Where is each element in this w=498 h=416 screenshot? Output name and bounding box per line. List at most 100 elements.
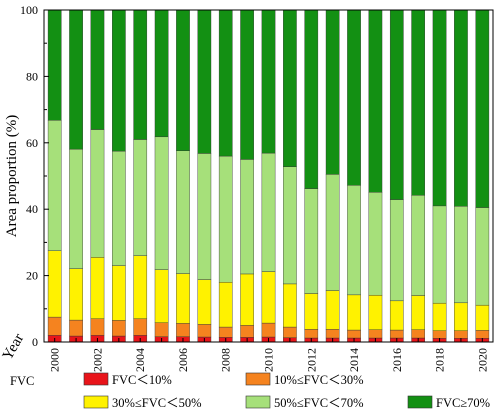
bar-segment-2010-s4 (261, 9, 276, 154)
legend-label-0: FVC＜10% (112, 373, 172, 387)
y-tick-label-100: 100 (20, 3, 38, 17)
bar-segment-2020-s3 (475, 207, 490, 306)
bar-segment-2007-s3 (197, 153, 212, 280)
bar-segment-2015-s3 (368, 192, 383, 296)
bar-segment-2002-s1 (90, 318, 105, 336)
bar-segment-2016-s4 (389, 9, 404, 200)
y-tick-label-80: 80 (26, 69, 38, 83)
bar-segment-2019-s3 (454, 206, 468, 304)
bar-segment-2019-s1 (454, 330, 468, 339)
bar-segment-2009-s1 (240, 325, 254, 338)
bar-segment-2005-s3 (154, 136, 169, 270)
bar-segment-2010-s1 (261, 322, 276, 338)
bar-segment-2012-s2 (304, 293, 319, 330)
bar-segment-2012-s1 (304, 329, 319, 339)
bar-segment-2004-s4 (133, 9, 148, 140)
bar-segment-2002-s4 (90, 9, 105, 130)
bar-segment-2007-s2 (197, 279, 212, 325)
bar-segment-2016-s2 (389, 300, 404, 331)
bar-segment-2009-s4 (240, 9, 254, 160)
x-axis: 2000 2002 2004 2006 2008 2010 2012 2014 2016 2018… (48, 338, 489, 372)
bar-segment-2015-s2 (368, 294, 383, 330)
x-tick-label-2002: 2002 (91, 348, 105, 372)
legend-swatch-3 (245, 395, 271, 409)
y-tick-label-40: 40 (26, 202, 38, 216)
bar-segment-2015-s4 (368, 9, 383, 193)
bar-segment-2000-s1 (47, 316, 62, 336)
bar-segment-2008-s2 (218, 282, 233, 328)
bar-segment-2015-s1 (368, 329, 383, 339)
bar-segment-2005-s4 (154, 9, 169, 138)
bar-segment-2003-s1 (112, 320, 126, 337)
x-tick-label-2010: 2010 (262, 348, 276, 372)
legend-swatch-4 (407, 395, 433, 409)
legend-label-4: FVC≥70% (436, 396, 490, 410)
x-tick-label-2016: 2016 (390, 348, 404, 372)
bar-segment-2017-s4 (411, 9, 426, 196)
bar-segment-2000-s3 (47, 120, 62, 251)
bar-segment-2011-s3 (283, 166, 297, 285)
bar-segment-2004-s3 (133, 139, 148, 256)
x-tick-label-2014: 2014 (347, 348, 361, 372)
bar-segment-2018-s3 (432, 205, 447, 304)
legend-swatch-0 (83, 372, 109, 386)
bar-segment-2016-s1 (389, 329, 404, 339)
bar-segment-2011-s4 (283, 9, 297, 167)
bar-segment-2011-s1 (283, 326, 297, 338)
x-tick-label-2004: 2004 (133, 348, 147, 372)
bar-segment-2003-s3 (112, 150, 126, 266)
bar-segment-2000-s4 (47, 9, 62, 121)
bar-segment-2005-s2 (154, 269, 169, 323)
bar-segment-2012-s4 (304, 9, 319, 189)
bar-segment-2000-s2 (47, 250, 62, 318)
bar-segment-2001-s2 (69, 268, 83, 321)
x-axis-title: Year (0, 331, 27, 363)
x-tick-label-2006: 2006 (176, 348, 190, 372)
bar-segment-2001-s3 (69, 148, 83, 269)
bar-segment-2001-s1 (69, 319, 83, 337)
bar-segment-2019-s4 (454, 9, 468, 207)
legend-swatch-2 (83, 395, 109, 409)
y-tick-label-60: 60 (26, 136, 38, 150)
bar-segment-2007-s1 (197, 324, 212, 338)
bar-segment-2006-s1 (176, 323, 190, 337)
bar-segment-2011-s2 (283, 283, 297, 328)
x-tick-label-2018: 2018 (433, 348, 447, 372)
bar-segment-2003-s2 (112, 265, 126, 321)
bar-segment-2004-s1 (133, 318, 148, 336)
bar-segment-2009-s3 (240, 159, 254, 275)
bar-segment-2017-s2 (411, 295, 426, 330)
bar-segment-2002-s3 (90, 129, 105, 258)
bar-segment-2003-s4 (112, 9, 126, 152)
bar-segment-2008-s3 (218, 155, 233, 283)
bar-segment-2006-s2 (176, 273, 190, 324)
x-tick-label-2012: 2012 (304, 348, 318, 372)
bar-segment-2017-s3 (411, 195, 426, 296)
bar-segment-2014-s2 (347, 294, 361, 331)
bar-segment-2018-s1 (432, 330, 447, 339)
bar-segment-2005-s1 (154, 322, 169, 337)
bar-segment-2006-s3 (176, 150, 190, 274)
bar-segment-2020-s1 (475, 330, 490, 339)
bar-segment-2020-s4 (475, 9, 490, 208)
y-tick-label-20: 20 (26, 269, 38, 283)
bar-segment-2019-s2 (454, 302, 468, 331)
bar-segment-2013-s2 (325, 290, 340, 330)
bar-segment-2018-s2 (432, 302, 447, 331)
bar-segment-2006-s4 (176, 9, 190, 151)
legend: FVC FVC＜10% 10%≤FVC＜30% 30%≤FVC＜50% 50%≤FVC… (10, 372, 490, 410)
legend-label-3: 50%≤FVC＜70% (274, 396, 364, 410)
x-tick-label-2020: 2020 (475, 348, 489, 372)
bar-segment-2014-s3 (347, 185, 361, 296)
bars-group (47, 9, 490, 343)
bar-segment-2004-s2 (133, 255, 148, 319)
x-tick-label-2008: 2008 (219, 348, 233, 372)
bar-segment-2001-s4 (69, 9, 83, 150)
bar-segment-2012-s3 (304, 188, 319, 294)
bar-segment-2008-s1 (218, 326, 233, 338)
bar-segment-2007-s4 (197, 9, 212, 154)
bar-segment-2010-s2 (261, 271, 276, 324)
bar-segment-2010-s3 (261, 152, 276, 272)
legend-label-1: 10%≤FVC＜30% (274, 373, 364, 387)
